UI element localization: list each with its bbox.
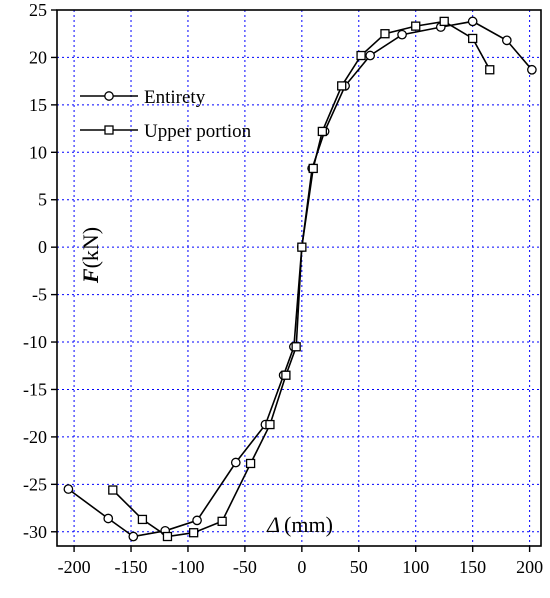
y-tick-label: -25 <box>23 474 47 494</box>
x-tick-label: 50 <box>350 557 368 577</box>
x-tick-label: -100 <box>171 557 204 577</box>
y-tick-label: 10 <box>29 142 47 162</box>
data-point <box>380 29 390 39</box>
y-tick-label: 20 <box>29 47 47 67</box>
data-point <box>308 163 318 174</box>
data-point <box>291 342 301 352</box>
y-tick-label: 0 <box>38 237 47 257</box>
x-axis-symbol: Δ <box>266 512 280 537</box>
legend-label: Upper portion <box>144 121 252 142</box>
data-point <box>485 65 495 75</box>
y-tick-label: 25 <box>29 0 47 20</box>
x-tick-label: 200 <box>516 557 543 577</box>
data-point <box>317 126 327 137</box>
data-point <box>467 16 478 27</box>
legend: Entirety Upper portion <box>80 87 252 142</box>
data-point <box>297 242 307 252</box>
y-tick-label: 5 <box>38 190 47 210</box>
tick-layer: -200 -150 -100 -50 0 50 100 150 200-30-25-20-15-… <box>23 0 543 577</box>
x-axis-label: Δ (mm) <box>266 512 333 537</box>
legend-item: Upper portion <box>80 121 252 142</box>
data-point <box>265 419 275 430</box>
data-point <box>411 21 421 31</box>
data-point <box>103 513 114 524</box>
data-point <box>397 29 407 40</box>
data-point <box>245 458 256 469</box>
data-point <box>356 50 366 61</box>
y-axis-symbol: F <box>78 268 103 284</box>
y-tick-label: -15 <box>23 379 47 399</box>
y-tick-label: -10 <box>23 332 47 352</box>
series-layer <box>63 16 537 542</box>
x-tick-label: 100 <box>402 557 429 577</box>
series-upper-portion <box>108 16 495 542</box>
data-point <box>468 33 478 44</box>
x-tick-label: -150 <box>115 557 148 577</box>
plot-frame <box>56 9 542 547</box>
x-tick-label: -50 <box>233 557 257 577</box>
y-tick-label: 15 <box>29 95 47 115</box>
legend-item: Entirety <box>80 87 206 108</box>
x-tick-label: 150 <box>459 557 486 577</box>
x-axis-unit: (mm) <box>284 512 333 537</box>
data-point <box>162 531 173 542</box>
data-point <box>192 515 202 526</box>
data-point <box>108 485 118 495</box>
y-axis-label: F(kN) <box>78 227 103 284</box>
data-point <box>527 64 537 75</box>
x-tick-label: -200 <box>58 557 91 577</box>
y-axis-unit: (kN) <box>78 227 103 269</box>
data-point <box>137 514 148 525</box>
grid-layer <box>57 9 541 546</box>
y-tick-label: -20 <box>23 427 47 447</box>
data-point <box>189 528 199 538</box>
data-point <box>128 531 139 542</box>
legend-marker <box>104 125 114 135</box>
data-point <box>337 81 347 91</box>
data-point <box>501 35 512 46</box>
data-point <box>365 50 376 61</box>
data-point <box>217 516 227 526</box>
data-point <box>439 16 449 27</box>
y-tick-label: -30 <box>23 522 47 542</box>
data-point <box>63 484 74 494</box>
data-point <box>230 457 241 468</box>
data-point <box>281 370 291 380</box>
x-tick-label: 0 <box>297 557 306 577</box>
legend-marker <box>104 91 114 101</box>
legend-label: Entirety <box>144 87 206 108</box>
y-tick-label: -5 <box>32 285 47 305</box>
